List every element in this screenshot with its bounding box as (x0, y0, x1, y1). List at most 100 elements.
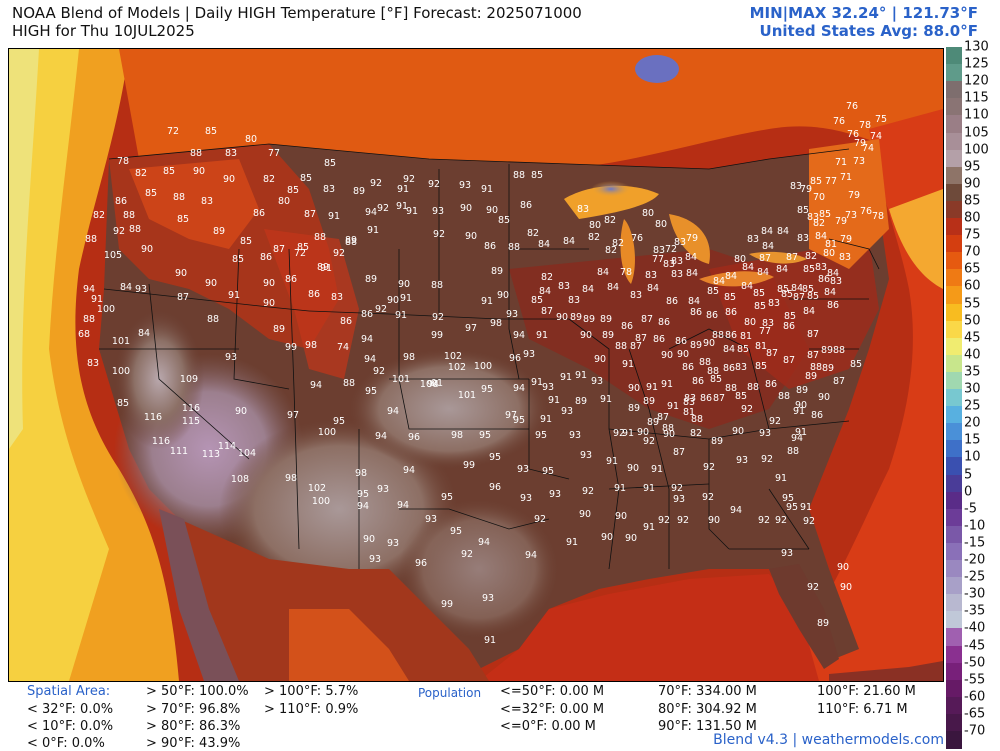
temperature-label: 85 (802, 284, 814, 295)
temperature-label: 89 (491, 266, 503, 277)
temperature-label: 94 (375, 431, 387, 442)
temperature-label: 89 (365, 274, 377, 285)
temperature-label: 90 (387, 295, 399, 306)
legend-swatch (946, 218, 962, 236)
temperature-label: 92 (375, 304, 387, 315)
lake-ontario (749, 251, 807, 264)
temperature-label: 79 (840, 234, 852, 245)
temperature-label: 94 (365, 207, 377, 218)
temperature-label: 96 (415, 558, 427, 569)
legend-label: 125 (964, 56, 989, 72)
legend-swatch (946, 64, 962, 82)
temperature-label: 89 (575, 396, 587, 407)
temperature-label: 90 (175, 268, 187, 279)
legend-label: 85 (964, 193, 981, 209)
temperature-label: 83 (630, 290, 642, 301)
legend-swatch (946, 696, 962, 715)
atlantic-water (769, 109, 943, 681)
temperature-label: 73 (853, 156, 865, 167)
temperature-map: 85 88 83 72 80 77 78 82 85 90 90 82 82 86 85 88 83 86 88 92… (8, 48, 944, 682)
temperature-label: 94 (310, 380, 322, 391)
temperature-label: 91 (431, 378, 443, 389)
temperature-label: 81 (683, 407, 695, 418)
temperature-label: 88 (129, 224, 141, 235)
temperature-label: 80 (744, 317, 756, 328)
spatial-stat: > 50°F: 100.0% (146, 684, 249, 699)
legend-label: 65 (964, 261, 981, 277)
temperature-label: 83 (674, 237, 686, 248)
legend-label: 80 (964, 210, 981, 226)
temperature-label: 83 (762, 318, 774, 329)
temperature-label: 88 (513, 170, 525, 181)
legend-swatch (946, 166, 962, 185)
temperature-label: 91 (536, 330, 548, 341)
temperature-label: 94 (513, 330, 525, 341)
temperature-label: 86 (690, 307, 702, 318)
min-max-readout: MIN|MAX 32.24° | 121.73°F (749, 4, 978, 22)
temperature-label: 90 (661, 350, 673, 361)
temperature-label: 90 (795, 400, 807, 411)
lake-superior (564, 185, 659, 219)
temperature-label: 85 (803, 264, 815, 275)
temperature-label: 92 (677, 515, 689, 526)
temperature-label: 82 (135, 168, 147, 179)
temperature-label: 84 (742, 262, 754, 273)
temperature-label: 74 (337, 342, 349, 353)
temperature-label: 82 (690, 428, 702, 439)
legend-swatch (946, 508, 962, 527)
temperature-label: 78 (872, 211, 884, 222)
temperature-label: 93 (482, 593, 494, 604)
temperature-label: 92 (113, 226, 125, 237)
temperature-label: 85 (755, 361, 767, 372)
temperature-label: 91 (643, 483, 655, 494)
legend-label: -50 (964, 655, 986, 671)
legend-swatch (946, 320, 962, 339)
temperature-label: 88 (190, 148, 202, 159)
temperature-label: 83 (671, 256, 683, 267)
temperature-label: 89 (643, 396, 655, 407)
temperature-label: 94 (364, 354, 376, 365)
temperature-label: 83 (790, 181, 802, 192)
spatial-stat: < 32°F: 0.0% (27, 702, 114, 717)
temperature-label: 71 (835, 157, 847, 168)
spatial-area-label: Spatial Area: (27, 684, 111, 699)
temperature-label: 79 (854, 138, 866, 149)
temperature-label: 95 (357, 489, 369, 500)
temperature-label: 86 (706, 310, 718, 321)
temperature-label: 82 (813, 218, 825, 229)
legend-swatch (946, 491, 962, 510)
temperature-label: 93 (225, 352, 237, 363)
temperature-label: 91 (320, 263, 332, 274)
temperature-label: 91 (484, 635, 496, 646)
temperature-label: 81 (740, 331, 752, 342)
temperature-label: 93 (369, 554, 381, 565)
temperature-label: 95 (535, 430, 547, 441)
legend-swatch (946, 525, 962, 544)
temperature-label: 78 (859, 120, 871, 131)
temperature-label: 86 (666, 296, 678, 307)
temperature-label: 91 (800, 502, 812, 513)
temperature-label: 89 (213, 226, 225, 237)
temperature-label: 91 (566, 537, 578, 548)
temperature-label: 88 (707, 366, 719, 377)
temperature-label: 81 (755, 341, 767, 352)
lake-michigan (620, 219, 635, 284)
temperature-label: 97 (287, 410, 299, 421)
temperature-label: 95 (489, 452, 501, 463)
temperature-label: 89 (345, 235, 357, 246)
temperature-label: 105 (104, 250, 122, 261)
temperature-label: 77 (759, 326, 771, 337)
temperature-label: 86 (253, 208, 265, 219)
legend-label: -15 (964, 535, 986, 551)
temperature-label: 86 (700, 393, 712, 404)
legend-label: 50 (964, 313, 981, 329)
temperature-label: 100 (420, 379, 438, 390)
temperature-label: 101 (112, 336, 130, 347)
credit-text: Blend v4.3 | weathermodels.com (713, 732, 944, 748)
temperature-label: 89 (353, 186, 365, 197)
temperature-label: 83 (735, 362, 747, 373)
temperature-label: 72 (167, 126, 179, 137)
temperature-label: 85 (724, 292, 736, 303)
temperature-label: 115 (182, 416, 200, 427)
legend-label: 5 (964, 467, 973, 482)
